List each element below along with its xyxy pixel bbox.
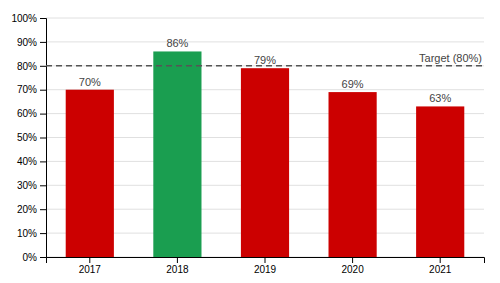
y-tick-label: 50% — [17, 132, 37, 143]
x-tick: 2017 — [79, 257, 102, 275]
grid-line — [46, 18, 484, 19]
y-tick-label: 40% — [17, 156, 37, 167]
x-tick-label: 2021 — [429, 264, 452, 275]
y-tick-label: 90% — [17, 37, 37, 48]
y-tick-label: 0% — [23, 252, 38, 263]
bar — [329, 92, 377, 257]
x-axis: 2017 2018 2019 2020 2021 — [47, 257, 485, 275]
annotation-texts: Target (80%) — [419, 52, 482, 64]
bar — [241, 68, 289, 257]
x-tick-mark — [265, 257, 266, 263]
y-tick: 100% — [11, 13, 46, 24]
y-tick-mark — [40, 161, 46, 162]
x-tick-mark — [89, 257, 90, 263]
bar — [416, 106, 464, 257]
y-tick: 80% — [17, 61, 46, 72]
x-tick: 2020 — [341, 257, 364, 275]
y-tick-mark — [40, 209, 46, 210]
y-tick-label: 30% — [17, 180, 37, 191]
y-tick: 90% — [17, 37, 46, 48]
y-tick-label: 10% — [17, 228, 37, 239]
y-tick-label: 80% — [17, 61, 37, 72]
x-tick-mark — [177, 257, 178, 263]
data-label: 86% — [166, 37, 188, 49]
chart: 0%10%20%30%40%50%60%70%80%90%100%2017201… — [0, 0, 500, 283]
y-tick-label: 70% — [17, 84, 37, 95]
grid-line — [46, 41, 484, 42]
target-label: Target (80%) — [419, 52, 482, 64]
y-tick-mark — [40, 18, 46, 19]
x-tick-mark — [352, 257, 353, 263]
y-tick: 10% — [17, 228, 46, 239]
y-axis-line — [40, 19, 47, 258]
data-label: 63% — [429, 92, 451, 104]
grid — [46, 18, 484, 257]
y-tick-label: 20% — [17, 204, 37, 215]
y-tick: 30% — [17, 180, 46, 191]
y-tick-mark — [40, 257, 46, 258]
y-tick-label: 100% — [11, 13, 37, 24]
x-axis-line — [47, 258, 485, 264]
y-tick: 50% — [17, 132, 46, 143]
x-tick: 2018 — [166, 257, 189, 275]
y-tick: 60% — [17, 108, 46, 119]
y-tick: 0% — [23, 252, 46, 263]
x-tick-label: 2018 — [166, 264, 189, 275]
y-tick-mark — [40, 114, 46, 115]
y-tick-mark — [40, 138, 46, 139]
y-tick-mark — [40, 66, 46, 67]
y-tick-mark — [40, 90, 46, 91]
x-tick: 2019 — [254, 257, 277, 275]
plot: 0%10%20%30%40%50%60%70%80%90%100%2017201… — [11, 13, 484, 275]
data-labels: 70% 86% 79% 69% 63% — [79, 37, 452, 104]
x-tick: 2021 — [429, 257, 452, 275]
x-tick-label: 2017 — [79, 264, 102, 275]
bar — [153, 51, 201, 257]
y-tick: 40% — [17, 156, 46, 167]
y-tick-mark — [40, 233, 46, 234]
data-label: 79% — [254, 54, 276, 66]
y-tick-mark — [40, 185, 46, 186]
x-tick-label: 2019 — [254, 264, 277, 275]
data-label: 70% — [79, 76, 101, 88]
x-tick-mark — [440, 257, 441, 263]
x-tick-label: 2020 — [341, 264, 364, 275]
data-label: 69% — [342, 78, 364, 90]
y-axis: 0% 10% 20% 30% 40% 50% 60% 70% 80% 90% 100% — [11, 13, 46, 263]
bars — [66, 51, 465, 257]
y-tick: 70% — [17, 84, 46, 95]
y-tick: 20% — [17, 204, 46, 215]
y-tick-label: 60% — [17, 108, 37, 119]
y-tick-mark — [40, 42, 46, 43]
bar — [66, 90, 114, 257]
